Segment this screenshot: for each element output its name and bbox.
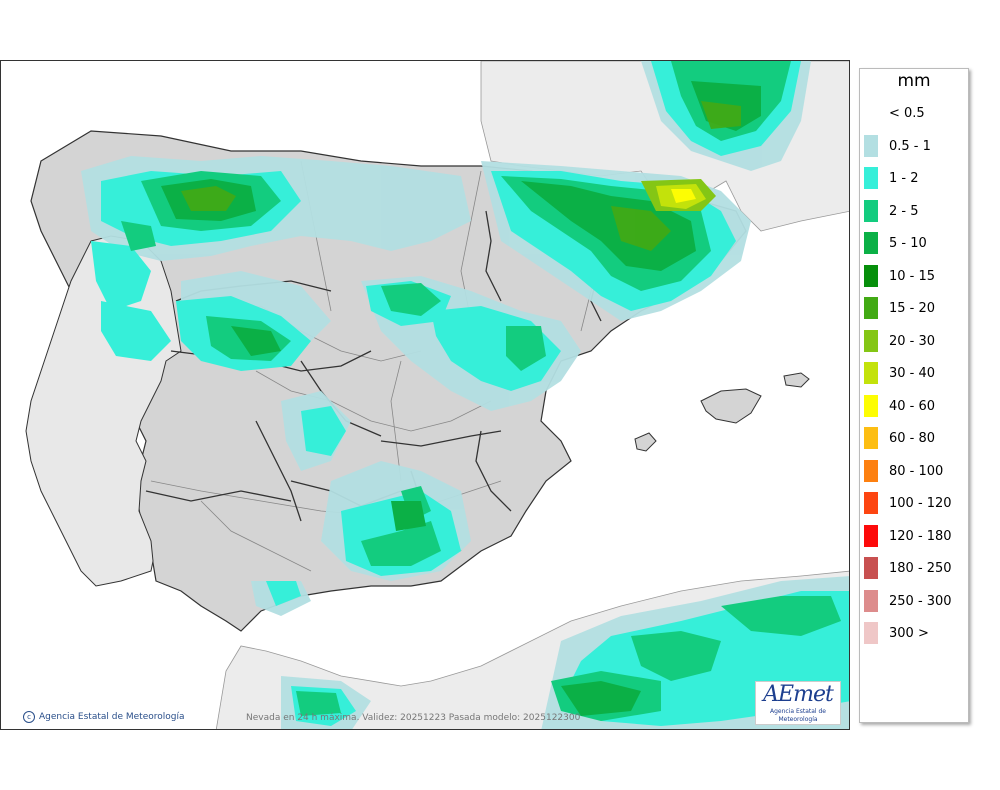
legend-swatch bbox=[864, 134, 878, 157]
legend-swatch bbox=[864, 329, 878, 352]
legend-swatch bbox=[864, 199, 878, 222]
menorca bbox=[783, 372, 810, 388]
legend-label: 10 - 15 bbox=[889, 268, 936, 284]
legend-swatch bbox=[864, 524, 878, 547]
legend-item: < 0.5 bbox=[860, 99, 970, 124]
legend-label: 80 - 100 bbox=[889, 463, 944, 479]
ibiza bbox=[634, 432, 657, 452]
legend-swatch bbox=[864, 362, 878, 384]
snow-40-60 bbox=[671, 189, 696, 203]
legend-item: 300 > bbox=[860, 619, 970, 644]
legend-swatch bbox=[864, 589, 878, 612]
legend-unit: mm bbox=[897, 71, 931, 91]
mallorca bbox=[700, 388, 762, 424]
legend-swatch bbox=[864, 557, 878, 579]
legend-label: 1 - 2 bbox=[889, 171, 919, 186]
legend-label: 250 - 300 bbox=[889, 593, 952, 609]
legend-swatch bbox=[864, 394, 878, 417]
legend-swatch bbox=[864, 492, 878, 514]
legend-label: 15 - 20 bbox=[889, 301, 936, 316]
legend-label: 40 - 60 bbox=[889, 398, 936, 414]
legend-item: 15 - 20 bbox=[860, 294, 970, 319]
legend-label: 100 - 120 bbox=[889, 496, 952, 511]
legend-label: 30 - 40 bbox=[889, 366, 936, 381]
legend-item: 60 - 80 bbox=[860, 424, 970, 449]
legend-label: 5 - 10 bbox=[889, 236, 927, 251]
credit-text: Agencia Estatal de Meteorología bbox=[39, 712, 185, 722]
legend-swatch bbox=[864, 167, 878, 189]
legend-swatch bbox=[864, 622, 878, 644]
aemet-logo-sub: Agencia Estatal de Meteorología bbox=[769, 708, 826, 723]
map-caption: Nevada en 24 h máxima. Validez: 20251223… bbox=[246, 713, 581, 723]
map-frame: c Agencia Estatal de Meteorología Nevada… bbox=[0, 60, 850, 730]
legend-item: 30 - 40 bbox=[860, 359, 970, 384]
legend-item: 250 - 300 bbox=[860, 587, 970, 612]
legend-label: 60 - 80 bbox=[889, 431, 936, 446]
legend-swatch bbox=[864, 297, 878, 319]
legend-item: 180 - 250 bbox=[860, 554, 970, 579]
legend-item: 100 - 120 bbox=[860, 489, 970, 514]
legend-item: 80 - 100 bbox=[860, 457, 970, 482]
legend-item: 5 - 10 bbox=[860, 229, 970, 254]
legend-item: 120 - 180 bbox=[860, 522, 970, 547]
aemet-logo: AEmet Agencia Estatal de Meteorología bbox=[755, 681, 841, 725]
legend-label: < 0.5 bbox=[889, 106, 925, 121]
legend-swatch bbox=[864, 102, 878, 124]
legend-item: 20 - 30 bbox=[860, 327, 970, 352]
legend-swatch bbox=[864, 459, 878, 482]
legend-item: 1 - 2 bbox=[860, 164, 970, 189]
legend-swatch bbox=[864, 427, 878, 449]
legend-item: 40 - 60 bbox=[860, 392, 970, 417]
legend-label: 300 > bbox=[889, 626, 929, 641]
legend: mm < 0.5 0.5 - 1 1 - 2 2 - 5 5 - 10 10 - 15 15… bbox=[859, 68, 969, 723]
aemet-logo-mark: AEmet bbox=[763, 682, 834, 707]
legend-label: 2 - 5 bbox=[889, 203, 919, 219]
legend-label: 0.5 - 1 bbox=[889, 138, 931, 154]
legend-item: 2 - 5 bbox=[860, 197, 970, 222]
legend-label: 20 - 30 bbox=[889, 333, 936, 349]
snow-10-15 bbox=[181, 101, 741, 251]
copyright-icon: c bbox=[23, 711, 35, 723]
legend-item: 0.5 - 1 bbox=[860, 132, 970, 157]
legend-item: 10 - 15 bbox=[860, 262, 970, 287]
legend-swatch bbox=[864, 232, 878, 254]
legend-swatch bbox=[864, 264, 878, 287]
legend-label: 120 - 180 bbox=[889, 528, 952, 544]
legend-label: 180 - 250 bbox=[889, 561, 952, 576]
credit: c Agencia Estatal de Meteorología bbox=[23, 711, 185, 723]
map[interactable] bbox=[1, 61, 850, 730]
